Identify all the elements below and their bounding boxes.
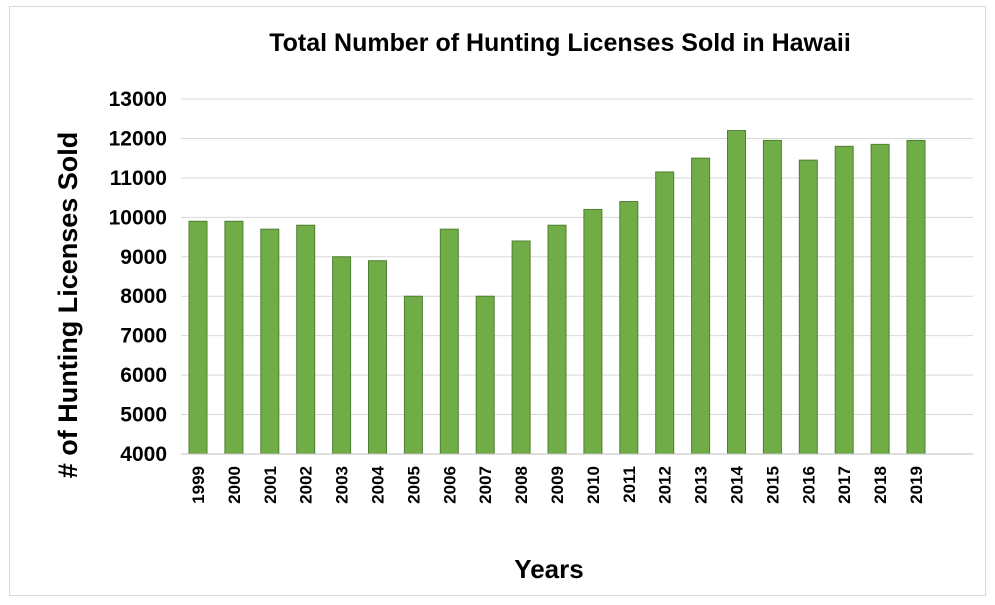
chart-title: Total Number of Hunting Licenses Sold in… bbox=[269, 29, 851, 57]
bar-2016 bbox=[798, 159, 818, 455]
x-tick-label: 2003 bbox=[333, 466, 352, 504]
x-tick-label: 2009 bbox=[548, 466, 567, 504]
x-tick-label: 2019 bbox=[907, 466, 926, 504]
x-tick-label: 2010 bbox=[584, 466, 603, 504]
bar-2008 bbox=[511, 240, 531, 455]
x-tick-label: 2005 bbox=[404, 466, 423, 504]
x-tick-label: 2016 bbox=[799, 466, 818, 504]
x-tick-label: 2012 bbox=[656, 466, 675, 504]
x-tick-label: 2008 bbox=[512, 466, 531, 504]
x-tick-label: 2002 bbox=[297, 466, 316, 504]
bar-2009 bbox=[547, 224, 567, 455]
y-axis-label: # of Hunting Licenses Sold bbox=[53, 132, 83, 479]
x-tick-label: 2017 bbox=[835, 466, 854, 504]
x-tick-label: 2006 bbox=[440, 466, 459, 504]
y-tick-label: 6000 bbox=[120, 364, 167, 387]
x-tick-label: 2004 bbox=[369, 465, 388, 503]
bar-2010 bbox=[583, 208, 603, 455]
x-tick-label: 2001 bbox=[261, 466, 280, 504]
bar-2013 bbox=[691, 157, 711, 455]
bar-2014 bbox=[727, 130, 746, 455]
x-tick-label: 2014 bbox=[728, 465, 747, 503]
x-tick-label: 2018 bbox=[871, 466, 890, 504]
bar-2000 bbox=[224, 220, 244, 455]
x-axis-label: Years bbox=[514, 554, 583, 584]
bar-2017 bbox=[834, 145, 854, 455]
bar-2002 bbox=[296, 224, 316, 455]
bar-2019 bbox=[906, 139, 926, 455]
x-tick-label: 2015 bbox=[763, 466, 782, 504]
x-tick-label: 2013 bbox=[692, 466, 711, 504]
x-tick-label: 2000 bbox=[225, 466, 244, 504]
bars bbox=[188, 130, 926, 455]
y-tick-label: 4000 bbox=[120, 443, 167, 466]
y-tick-label: 11000 bbox=[110, 167, 167, 190]
y-tick-label: 8000 bbox=[120, 285, 167, 308]
y-tick-labels: 4000 5000 6000 7000 8000 9000 10000 11000 12000 1… bbox=[109, 88, 167, 466]
bar-2011 bbox=[619, 201, 639, 455]
bar-1999 bbox=[188, 220, 208, 455]
y-tick-label: 9000 bbox=[120, 246, 167, 269]
x-tick-label: 2007 bbox=[476, 466, 495, 504]
y-tick-label: 10000 bbox=[109, 206, 167, 229]
x-tick-label: 2011 bbox=[620, 466, 639, 503]
bar-2004 bbox=[368, 260, 387, 455]
bar-2006 bbox=[439, 228, 459, 455]
x-tick-labels: 1999 2000 2001 2002 2003 2004 2005 2006 2007 2008… bbox=[189, 465, 926, 503]
bar-2012 bbox=[655, 171, 675, 455]
bar-2018 bbox=[870, 143, 890, 455]
bar-2007 bbox=[475, 295, 495, 455]
bar-2005 bbox=[403, 295, 423, 455]
chart-frame bbox=[9, 6, 986, 596]
y-tick-label: 12000 bbox=[109, 127, 167, 150]
y-tick-label: 5000 bbox=[120, 404, 167, 427]
y-tick-label: 7000 bbox=[120, 325, 167, 348]
bar-2003 bbox=[332, 256, 352, 455]
x-tick-label: 1999 bbox=[189, 466, 208, 504]
bar-2015 bbox=[762, 139, 782, 455]
y-tick-label: 13000 bbox=[109, 88, 167, 111]
bar-2001 bbox=[260, 228, 280, 455]
